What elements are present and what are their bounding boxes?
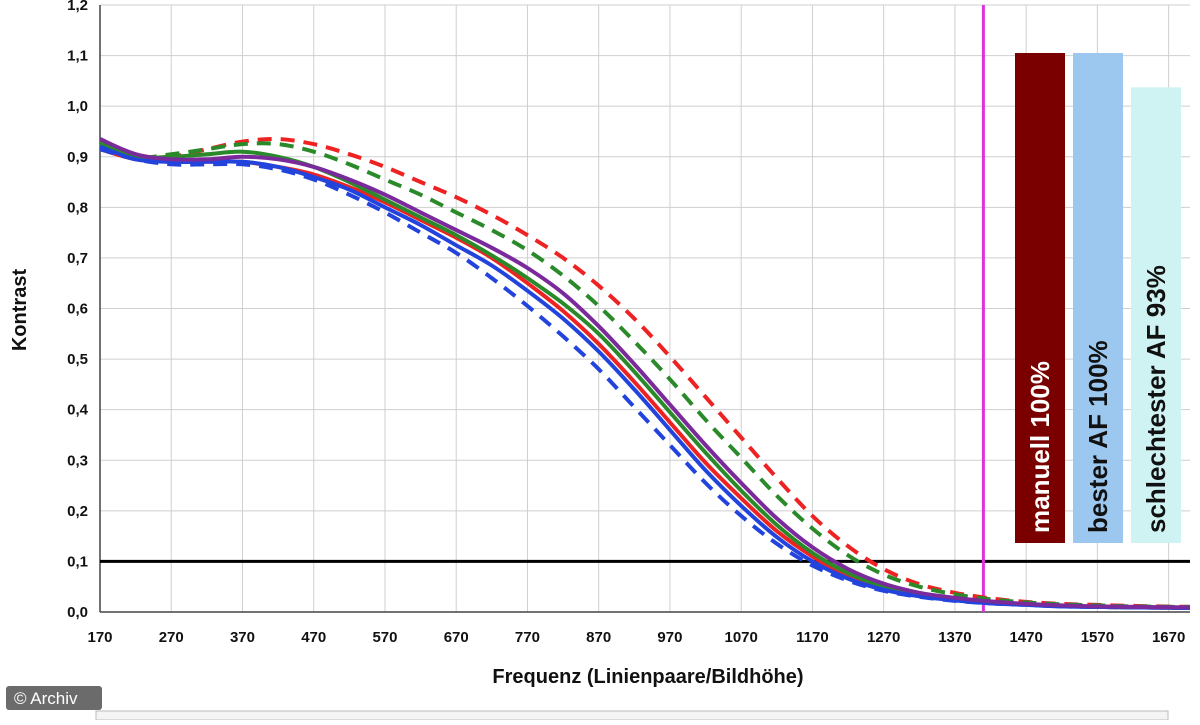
- x-tick-label: 370: [230, 629, 255, 646]
- bars-layer: manuell 100% bester AF 100% schlechtester …: [1015, 53, 1181, 544]
- x-tick-label: 470: [301, 629, 326, 646]
- result-bar-label: manuell 100%: [1025, 361, 1055, 533]
- y-tick-label: 0,9: [67, 149, 88, 166]
- legend-strip: [95, 710, 1169, 721]
- y-tick-label: 0,1: [67, 553, 88, 570]
- tick-labels: 0,0 0,1 0,2 0,3 0,4 0,5 0,6 0,7 0,8 0,9 1,0 1,1 1,2 1…: [67, 0, 1185, 646]
- result-bar: [1015, 53, 1065, 543]
- series-line-1: [99, 136, 1191, 609]
- y-tick-label: 0,3: [67, 452, 88, 469]
- credit-badge: © Archiv: [6, 686, 102, 710]
- x-tick-label: 870: [586, 629, 611, 646]
- y-tick-label: 0,7: [67, 250, 88, 267]
- series-line-7: [99, 137, 1191, 610]
- result-bar-label: schlechtester AF 93%: [1141, 265, 1171, 533]
- credit-background: [6, 686, 102, 710]
- y-tick-label: 0,4: [67, 402, 89, 419]
- y-tick-label: 0,8: [67, 199, 88, 216]
- x-tick-label: 170: [87, 629, 112, 646]
- x-tick-label: 770: [515, 629, 540, 646]
- y-tick-label: 1,1: [67, 48, 88, 65]
- y-tick-label: 0,5: [67, 351, 88, 368]
- x-tick-label: 1170: [796, 629, 829, 646]
- x-tick-label: 670: [444, 629, 469, 646]
- x-tick-label: 1070: [724, 629, 757, 646]
- x-tick-label: 270: [159, 629, 184, 646]
- x-tick-label: 1470: [1009, 629, 1042, 646]
- x-tick-label: 1370: [938, 629, 971, 646]
- legend-box: [95, 710, 1169, 721]
- credit-text: © Archiv: [14, 689, 78, 708]
- grid-layer: [99, 4, 1190, 613]
- result-bar: [1073, 53, 1123, 543]
- y-tick-label: 1,0: [67, 98, 88, 115]
- y-tick-label: 0,2: [67, 503, 88, 520]
- x-axis-title: Frequenz (Linienpaare/Bildhöhe): [492, 666, 803, 688]
- x-tick-label: 1670: [1152, 629, 1185, 646]
- y-tick-label: 0,0: [67, 604, 88, 621]
- x-tick-label: 1270: [867, 629, 900, 646]
- x-tick-label: 1570: [1081, 629, 1114, 646]
- result-bar: [1131, 87, 1181, 544]
- result-bar-label: bester AF 100%: [1083, 340, 1113, 533]
- y-tick-label: 0,6: [67, 301, 88, 318]
- reference-lines: [100, 5, 1190, 612]
- x-tick-label: 970: [657, 629, 682, 646]
- x-tick-label: 570: [372, 629, 397, 646]
- y-axis-title: Kontrast: [9, 269, 31, 352]
- series-layer: [99, 136, 1191, 610]
- y-tick-label: 1,2: [67, 0, 88, 14]
